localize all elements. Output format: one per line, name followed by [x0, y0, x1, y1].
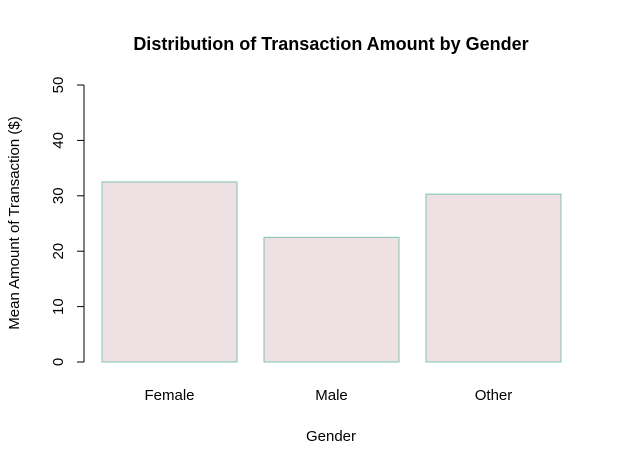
y-axis-title: Mean Amount of Transaction ($): [6, 116, 23, 329]
y-axis-ticks: 0 10 20 30 40 50: [50, 77, 84, 366]
bars-group: [101, 181, 562, 363]
y-tick-label: 10: [50, 298, 67, 315]
y-tick-label: 0: [50, 358, 67, 366]
x-tick-label-other: Other: [475, 387, 513, 404]
bar-male: [263, 236, 400, 363]
bar-female: [101, 181, 238, 363]
y-tick-label: 50: [50, 77, 67, 94]
y-tick-label: 30: [50, 187, 67, 204]
x-tick-label-male: Male: [315, 387, 348, 404]
y-tick-label: 20: [50, 243, 67, 260]
x-axis-title: Gender: [306, 428, 356, 445]
bar-other: [425, 193, 562, 363]
chart-title: Distribution of Transaction Amount by Ge…: [133, 34, 528, 54]
x-tick-label-female: Female: [144, 387, 194, 404]
y-tick-label: 40: [50, 132, 67, 149]
x-axis-tick-labels: Female Male Other: [144, 387, 512, 404]
